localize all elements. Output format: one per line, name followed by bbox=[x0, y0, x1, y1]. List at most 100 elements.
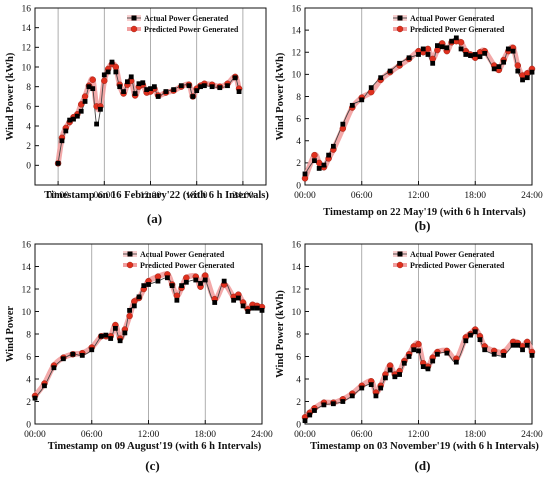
predicted-point bbox=[514, 62, 522, 69]
actual-point bbox=[411, 347, 417, 353]
actual-point bbox=[127, 307, 132, 313]
actual-point bbox=[117, 84, 123, 90]
actual-point bbox=[165, 275, 170, 281]
actual-point bbox=[132, 91, 138, 96]
y-tick-label: 6 bbox=[26, 353, 31, 363]
actual-point bbox=[321, 162, 327, 168]
actual-point bbox=[136, 294, 142, 300]
y-tick-label: 14 bbox=[22, 24, 32, 34]
actual-point bbox=[321, 402, 327, 408]
actual-point bbox=[259, 307, 265, 313]
actual-point bbox=[368, 85, 374, 91]
actual-point bbox=[330, 143, 336, 149]
actual-point bbox=[472, 329, 478, 335]
actual-point bbox=[151, 84, 157, 90]
actual-point bbox=[524, 75, 530, 81]
actual-series-line bbox=[57, 61, 240, 164]
x-tick-label: 06:00 bbox=[93, 191, 115, 201]
y-axis-label: Wind Power (kWh) bbox=[275, 52, 286, 140]
legend-predicted-label: Predicted Power Generated bbox=[144, 25, 239, 34]
y-tick-label: 16 bbox=[22, 4, 32, 14]
legend-actual-marker bbox=[397, 15, 403, 21]
actual-point bbox=[51, 365, 57, 371]
actual-point bbox=[94, 121, 99, 127]
actual-point bbox=[430, 358, 436, 364]
actual-point bbox=[425, 52, 431, 57]
predicted-point bbox=[424, 45, 432, 53]
actual-point bbox=[515, 68, 521, 74]
y-tick-label: 2 bbox=[26, 398, 31, 408]
actual-point bbox=[463, 52, 469, 57]
actual-point bbox=[312, 158, 317, 164]
x-axis-label: Timestamp on 03 November'19 (with 6 h In… bbox=[310, 441, 539, 452]
actual-point bbox=[444, 45, 450, 51]
actual-point bbox=[330, 401, 336, 407]
actual-point bbox=[406, 354, 412, 359]
actual-point bbox=[113, 69, 119, 75]
actual-point bbox=[245, 309, 251, 314]
actual-point bbox=[349, 393, 355, 399]
y-tick-label: 6 bbox=[26, 103, 31, 113]
y-tick-label: 2 bbox=[296, 159, 301, 169]
actual-point bbox=[250, 305, 255, 311]
actual-point bbox=[155, 94, 161, 99]
y-tick-label: 16 bbox=[22, 240, 32, 250]
actual-point bbox=[169, 283, 175, 289]
x-tick-label: 24:00 bbox=[251, 430, 273, 440]
y-tick-label: 12 bbox=[22, 285, 32, 295]
actual-point bbox=[505, 46, 511, 52]
y-tick-label: 8 bbox=[26, 83, 31, 93]
actual-point bbox=[42, 383, 47, 389]
actual-point bbox=[482, 347, 488, 353]
actual-point bbox=[392, 374, 398, 380]
actual-point bbox=[439, 44, 445, 50]
y-tick-label: 16 bbox=[292, 4, 302, 14]
x-tick-label: 12:00 bbox=[140, 191, 162, 201]
predicted-point bbox=[126, 312, 133, 320]
actual-point bbox=[416, 348, 421, 354]
y-tick-label: 0 bbox=[26, 162, 31, 172]
x-tick-label: 18:00 bbox=[464, 430, 486, 440]
actual-point bbox=[382, 375, 388, 381]
x-tick-label: 12:00 bbox=[138, 430, 160, 440]
actual-point bbox=[128, 74, 134, 80]
actual-point bbox=[373, 393, 379, 399]
actual-point bbox=[198, 280, 203, 286]
actual-point bbox=[105, 69, 111, 75]
actual-point bbox=[240, 303, 246, 309]
x-tick-label: 06:00 bbox=[351, 191, 373, 201]
actual-point bbox=[430, 60, 436, 66]
y-tick-label: 0 bbox=[296, 181, 301, 191]
actual-point bbox=[74, 113, 80, 119]
x-tick-label: 18:00 bbox=[186, 191, 208, 201]
actual-point bbox=[146, 282, 151, 287]
actual-point bbox=[108, 336, 114, 341]
actual-point bbox=[406, 55, 412, 61]
actual-point bbox=[86, 84, 92, 90]
x-tick-label: 00:00 bbox=[24, 430, 46, 440]
actual-point bbox=[340, 121, 346, 127]
actual-point bbox=[202, 83, 207, 89]
actual-point bbox=[359, 97, 365, 103]
actual-point bbox=[179, 283, 185, 289]
predicted-point bbox=[315, 159, 323, 167]
actual-point bbox=[178, 83, 184, 89]
actual-point bbox=[82, 99, 88, 104]
actual-point bbox=[524, 342, 530, 348]
actual-point bbox=[368, 382, 374, 388]
y-tick-label: 6 bbox=[296, 115, 301, 125]
legend-predicted-label: Predicted Power Generated bbox=[140, 261, 235, 270]
actual-point bbox=[477, 54, 483, 60]
panel-label: (a) bbox=[147, 211, 162, 226]
actual-point bbox=[144, 87, 150, 93]
actual-point bbox=[148, 86, 153, 92]
panel-label: (d) bbox=[415, 458, 431, 473]
actual-point bbox=[449, 38, 455, 44]
actual-point bbox=[468, 53, 473, 58]
y-tick-label: 10 bbox=[292, 308, 302, 318]
actual-point bbox=[491, 351, 497, 357]
actual-point bbox=[416, 52, 421, 57]
actual-point bbox=[131, 303, 137, 309]
actual-point bbox=[397, 372, 402, 377]
